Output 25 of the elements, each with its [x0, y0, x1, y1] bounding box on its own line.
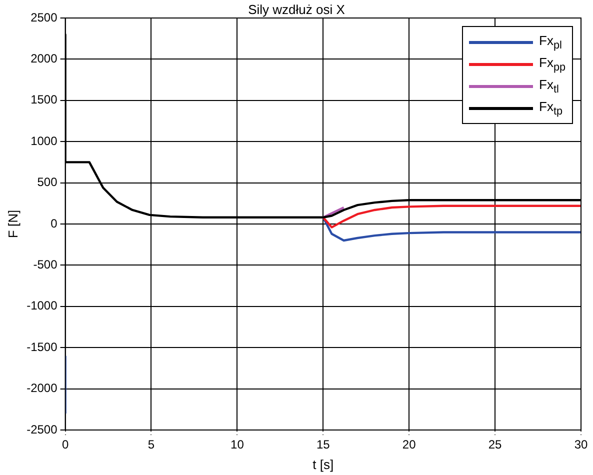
legend-label: Fx$_{tl}$ [539, 76, 559, 96]
y-tick-label: -1500 [26, 340, 58, 354]
legend-label: Fx$_{pl}$ [539, 32, 562, 52]
y-tick-label: -2500 [26, 422, 58, 436]
x-axis-title: t [s] [312, 456, 334, 472]
x-tick-label: 15 [316, 438, 330, 452]
x-tick-label: 10 [230, 438, 244, 452]
x-tick-label: 5 [148, 438, 155, 452]
y-tick-label: -500 [33, 258, 58, 272]
chart-title: Sily wzdłuż osi X [248, 2, 345, 17]
y-tick-label: 2500 [30, 10, 58, 24]
y-tick-label: 2000 [30, 52, 58, 66]
x-tick-label: 25 [488, 438, 502, 452]
y-tick-label: -2000 [26, 381, 58, 396]
x-tick-label: 20 [402, 438, 416, 452]
legend-label: Fx$_{tp}$ [539, 98, 562, 118]
x-tick-label: 30 [574, 438, 588, 452]
y-tick-label: 1500 [30, 92, 58, 107]
y-tick-label: 0 [50, 216, 58, 230]
y-tick-label: 1000 [30, 134, 58, 148]
legend-label: Fx$_{pp}$ [539, 54, 566, 74]
x-tick-label: 0 [62, 438, 69, 452]
y-tick-label: -1000 [26, 298, 58, 313]
y-axis-title: F [N] [5, 210, 20, 238]
y-tick-label: 500 [37, 175, 58, 190]
